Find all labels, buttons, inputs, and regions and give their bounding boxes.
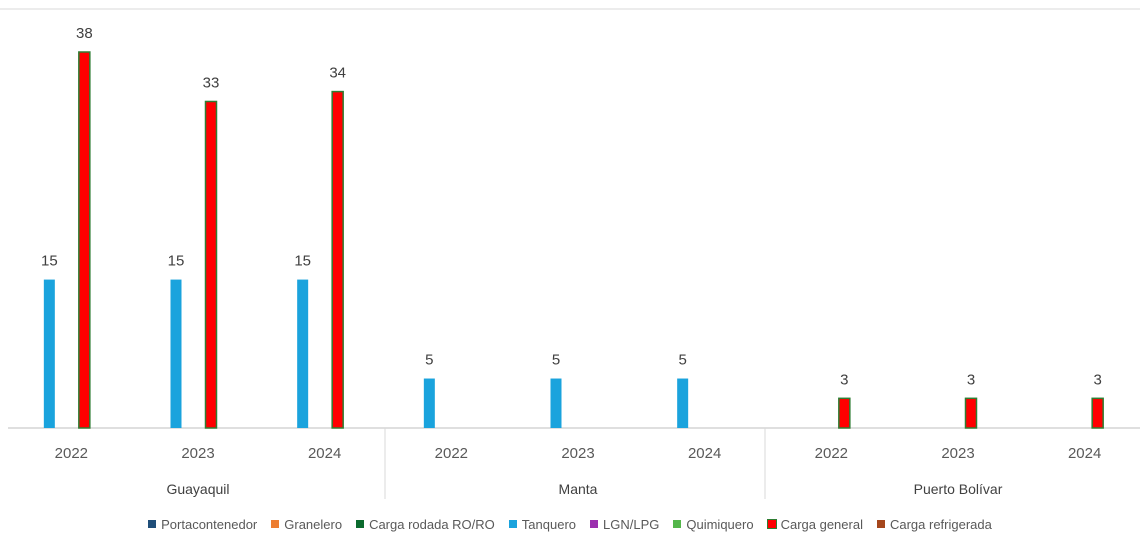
- x-tick-label: 2022: [55, 445, 88, 462]
- bar-carga-general: [1091, 397, 1104, 429]
- legend-label: Carga refrigerada: [889, 516, 992, 532]
- legend-swatch: [148, 520, 157, 528]
- bar-chart: 202215382023153320241534Guayaquil2022520…: [0, 8, 1140, 499]
- legend-item: Tanquero: [508, 516, 577, 532]
- legend-item: Carga general: [766, 516, 863, 532]
- x-tick-label: 2023: [561, 445, 594, 462]
- data-label: 3: [967, 371, 975, 388]
- legend-label: Granelero: [284, 516, 343, 532]
- legend-swatch: [508, 520, 517, 528]
- x-tick-label: 2023: [181, 445, 214, 462]
- bar-tanquero: [43, 279, 55, 428]
- bar-carga-general: [964, 397, 978, 429]
- x-tick-label: 2023: [941, 445, 974, 462]
- bar-tanquero: [297, 279, 309, 428]
- bar-carga-general: [204, 100, 218, 429]
- legend-swatch: [356, 520, 365, 528]
- data-label: 3: [1093, 371, 1101, 388]
- legend-label: LGN/LPG: [603, 516, 660, 532]
- group-label: Guayaquil: [166, 481, 229, 497]
- data-label: 33: [203, 74, 220, 91]
- chart-legend: Portacontenedor Granelero Carga rodada RO/…: [0, 514, 1140, 534]
- legend-label: Carga rodada RO/RO: [369, 516, 495, 532]
- data-label: 5: [552, 352, 560, 369]
- bar-carga-general: [78, 51, 91, 429]
- x-tick-label: 2024: [1068, 445, 1101, 462]
- legend-swatch: [876, 520, 885, 528]
- legend-swatch: [590, 520, 599, 528]
- legend-item: Carga rodada RO/RO: [356, 517, 495, 532]
- legend-item: LGN/LPG: [590, 517, 659, 532]
- data-label: 38: [76, 25, 93, 42]
- data-label: 15: [294, 253, 311, 270]
- legend-swatch: [673, 520, 682, 528]
- group-label: Manta: [559, 481, 598, 497]
- x-tick-label: 2022: [435, 445, 468, 462]
- data-label: 5: [425, 352, 433, 369]
- x-tick-label: 2022: [815, 445, 848, 462]
- x-tick-label: 2024: [688, 445, 721, 462]
- legend-item: Portacontenedor: [148, 517, 257, 532]
- legend-item: Granelero: [271, 517, 342, 532]
- bar-carga-general: [838, 397, 851, 429]
- group-label: Puerto Bolívar: [914, 481, 1003, 497]
- bar-tanquero: [677, 378, 689, 428]
- data-label: 15: [168, 253, 185, 270]
- bar-carga-general: [331, 90, 344, 429]
- data-label: 3: [840, 371, 848, 388]
- data-label: 5: [678, 352, 686, 369]
- x-tick-label: 2024: [308, 445, 341, 462]
- legend-item: Carga refrigerada: [876, 516, 992, 532]
- bar-tanquero: [550, 378, 562, 428]
- data-label: 15: [41, 253, 58, 270]
- legend-label: Tanquero: [521, 516, 577, 532]
- legend-swatch: [271, 520, 280, 528]
- legend-swatch: [766, 519, 777, 529]
- legend-item: Quimiquero: [673, 516, 754, 532]
- data-label: 34: [329, 65, 346, 82]
- bar-tanquero: [423, 378, 435, 428]
- bar-tanquero: [170, 279, 182, 428]
- legend-label: Carga general: [780, 516, 863, 532]
- legend-label: Quimiquero: [686, 516, 754, 532]
- legend-label: Portacontenedor: [161, 516, 258, 532]
